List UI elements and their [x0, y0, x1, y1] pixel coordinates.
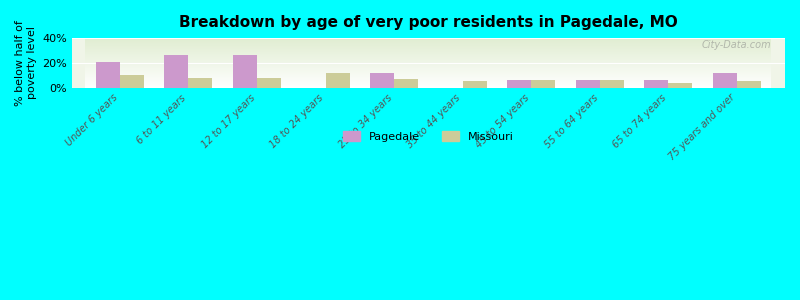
Bar: [531, 80, 555, 88]
Bar: [188, 78, 212, 88]
Bar: [531, 80, 555, 88]
Bar: [370, 73, 394, 88]
Bar: [370, 73, 394, 88]
Bar: [164, 56, 188, 88]
Bar: [713, 73, 737, 88]
Bar: [462, 82, 486, 88]
Bar: [713, 73, 737, 88]
Bar: [257, 78, 281, 88]
Bar: [233, 56, 257, 88]
Bar: [326, 73, 350, 88]
Bar: [669, 83, 693, 88]
Bar: [737, 82, 761, 88]
Bar: [507, 80, 531, 88]
Bar: [600, 80, 624, 88]
Bar: [645, 80, 669, 88]
Text: City-Data.com: City-Data.com: [701, 40, 770, 50]
Bar: [462, 82, 486, 88]
Bar: [326, 73, 350, 88]
Bar: [645, 80, 669, 88]
Legend: Pagedale, Missouri: Pagedale, Missouri: [338, 127, 518, 147]
Bar: [394, 79, 418, 88]
Bar: [120, 75, 144, 88]
Bar: [120, 75, 144, 88]
Bar: [257, 78, 281, 88]
Bar: [233, 56, 257, 88]
Bar: [96, 62, 120, 88]
Bar: [600, 80, 624, 88]
Bar: [394, 79, 418, 88]
Y-axis label: % below half of
poverty level: % below half of poverty level: [15, 20, 37, 106]
Bar: [576, 80, 600, 88]
Bar: [164, 56, 188, 88]
Bar: [96, 62, 120, 88]
Bar: [737, 82, 761, 88]
Title: Breakdown by age of very poor residents in Pagedale, MO: Breakdown by age of very poor residents …: [179, 15, 678, 30]
Bar: [669, 83, 693, 88]
Bar: [507, 80, 531, 88]
Bar: [576, 80, 600, 88]
Bar: [188, 78, 212, 88]
